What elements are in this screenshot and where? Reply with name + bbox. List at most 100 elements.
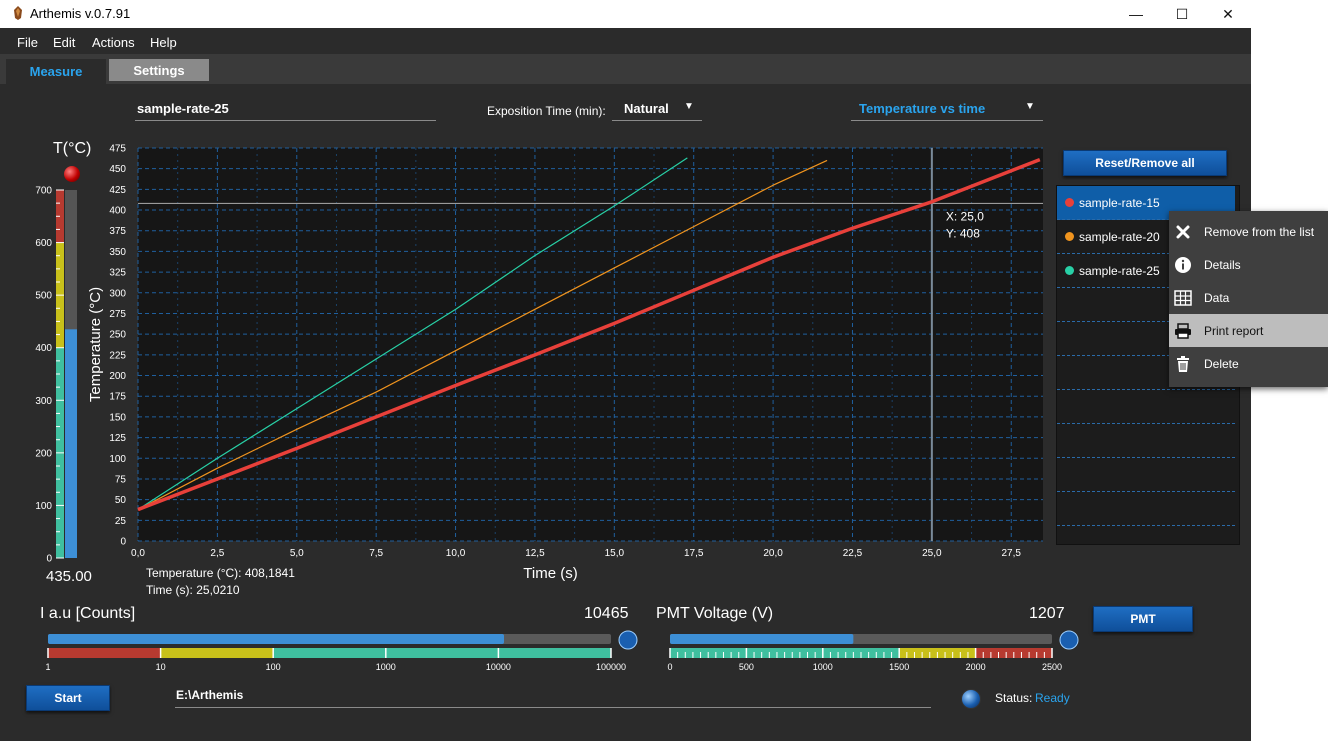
x-tick-label: 17,5 <box>684 548 704 559</box>
menu-item-print-report[interactable]: Print report <box>1169 314 1328 347</box>
y-tick-label: 275 <box>109 309 126 320</box>
thermo-tick-label: 300 <box>35 396 52 407</box>
series-item-rate-20[interactable]: sample-rate-20 <box>1057 220 1235 254</box>
gauge-level-fill <box>48 634 505 644</box>
y-tick-label: 350 <box>109 247 126 258</box>
y-tick-label: 250 <box>109 330 126 341</box>
gauge-knob <box>1059 630 1079 650</box>
gauge-scale-label: 1500 <box>889 662 909 672</box>
series-line-sample-rate-20 <box>137 159 828 511</box>
series-color-dot <box>1065 266 1074 275</box>
exposition-label: Exposition Time (min): <box>487 104 606 118</box>
path-underline <box>175 707 931 708</box>
gauge-scale-label: 500 <box>739 662 754 672</box>
crosshair-x-label: X: 25,0 <box>946 209 984 223</box>
app-window: Arthemis v.0.7.91 — ☐ ✕ File Edit Action… <box>0 0 1251 741</box>
tab-settings[interactable]: Settings <box>109 59 209 81</box>
y-tick-label: 200 <box>109 371 126 382</box>
exposition-underline <box>612 120 702 121</box>
crosshair-y-label: Y: 408 <box>946 226 980 240</box>
menu-edit[interactable]: Edit <box>53 35 76 50</box>
title-bar: Arthemis v.0.7.91 — ☐ ✕ <box>0 0 1251 28</box>
menu-item-details[interactable]: Details <box>1169 248 1328 281</box>
minimize-button[interactable]: — <box>1129 6 1143 22</box>
empty-list-row <box>1057 390 1235 424</box>
close-button[interactable]: ✕ <box>1222 5 1234 22</box>
empty-list-row <box>1057 458 1235 492</box>
menu-item-label: Details <box>1204 258 1241 272</box>
start-button[interactable]: Start <box>26 685 110 711</box>
menu-item-label: Data <box>1204 291 1230 305</box>
thermo-level-fill <box>65 329 77 558</box>
cursor-temperature-readout: Temperature (°C): 408,1841 <box>146 566 295 580</box>
gauge-scale-label: 2500 <box>1042 662 1062 672</box>
y-tick-label: 300 <box>109 288 126 299</box>
x-tick-label: 10,0 <box>446 548 466 559</box>
temperature-chart[interactable]: 0 25 50 75 100 125 150 175 200 225 250 275 300 325 350… <box>80 136 1050 596</box>
x-tick-label: 2,5 <box>210 548 224 559</box>
menu-help[interactable]: Help <box>150 35 177 50</box>
y-tick-label: 450 <box>109 164 126 175</box>
series-line-sample-rate-15 <box>137 157 1041 512</box>
thermo-tick-label: 600 <box>35 238 52 249</box>
gauge-scale-label: 1000 <box>813 662 833 672</box>
pmt-voltage-value: 1207 <box>1029 605 1065 622</box>
plot-type-underline <box>851 120 1043 121</box>
menu-item-delete[interactable]: Delete <box>1169 347 1328 380</box>
menu-file[interactable]: File <box>17 35 38 50</box>
series-label: sample-rate-15 <box>1079 196 1160 210</box>
empty-list-row <box>1057 356 1235 390</box>
maximize-button[interactable]: ☐ <box>1175 5 1189 22</box>
app-logo-icon <box>14 6 22 20</box>
y-tick-label: 175 <box>109 392 126 403</box>
gauge-scale-label: 1000 <box>376 662 396 672</box>
chevron-down-icon[interactable]: ▼ <box>684 101 694 112</box>
thermo-tick-label: 400 <box>35 343 52 354</box>
reset-remove-all-button[interactable]: Reset/Remove all <box>1063 150 1227 176</box>
menu-item-remove-from-list[interactable]: Remove from the list <box>1169 215 1328 248</box>
chevron-down-icon[interactable]: ▼ <box>1025 101 1035 112</box>
menu-actions[interactable]: Actions <box>92 35 135 50</box>
gauge-scale-label: 100 <box>266 662 281 672</box>
y-tick-label: 475 <box>109 144 126 155</box>
y-tick-label: 50 <box>115 495 127 506</box>
thermometer-title: T(°C) <box>53 140 92 157</box>
pmt-voltage-label: PMT Voltage (V) <box>656 605 774 622</box>
gauge-scale-label: 2000 <box>966 662 986 672</box>
y-tick-label: 0 <box>120 537 126 548</box>
empty-list-row <box>1057 492 1235 526</box>
y-tick-label: 75 <box>115 474 127 485</box>
y-tick-label: 125 <box>109 433 126 444</box>
y-tick-label: 150 <box>109 412 126 423</box>
series-color-dot <box>1065 198 1074 207</box>
gauge-zone <box>273 648 611 658</box>
gauge-scale-label: 1 <box>45 662 50 672</box>
table-icon <box>1174 290 1192 306</box>
series-item-rate-15[interactable]: sample-rate-15 <box>1057 186 1235 220</box>
pmt-button[interactable]: PMT <box>1093 606 1193 632</box>
intensity-label: I a.u [Counts] <box>40 605 136 622</box>
plot-type-select[interactable]: Temperature vs time <box>859 101 986 116</box>
intensity-gauge: 1 10 100 1000 10000 100000 <box>45 630 638 672</box>
series-item-rate-25[interactable]: sample-rate-25 <box>1057 254 1235 288</box>
series-line-sample-rate-25 <box>137 157 688 511</box>
trash-icon <box>1177 356 1189 372</box>
menu-item-label: Remove from the list <box>1204 225 1315 239</box>
sample-name-underline <box>135 120 436 121</box>
tab-measure[interactable]: Measure <box>6 59 106 84</box>
x-tick-label: 15,0 <box>605 548 625 559</box>
thermo-tick-label: 700 <box>35 186 52 197</box>
sample-name-field[interactable]: sample-rate-25 <box>137 101 229 116</box>
status-indicator-led <box>961 689 981 709</box>
thermo-tick-label: 500 <box>35 291 52 302</box>
menu-item-data[interactable]: Data <box>1169 281 1328 314</box>
path-field[interactable]: E:\Arthemis <box>176 688 244 702</box>
series-label: sample-rate-25 <box>1079 264 1160 278</box>
series-context-menu: Remove from the list Details Data Print … <box>1169 211 1328 387</box>
menu-bar: File Edit Actions Help <box>0 28 1251 54</box>
exposition-select[interactable]: Natural <box>624 101 669 116</box>
y-tick-label: 25 <box>115 516 127 527</box>
thermo-tick-label: 0 <box>46 554 52 565</box>
y-axis-label: Temperature (°C) <box>87 287 104 402</box>
plot-area <box>138 148 1043 541</box>
